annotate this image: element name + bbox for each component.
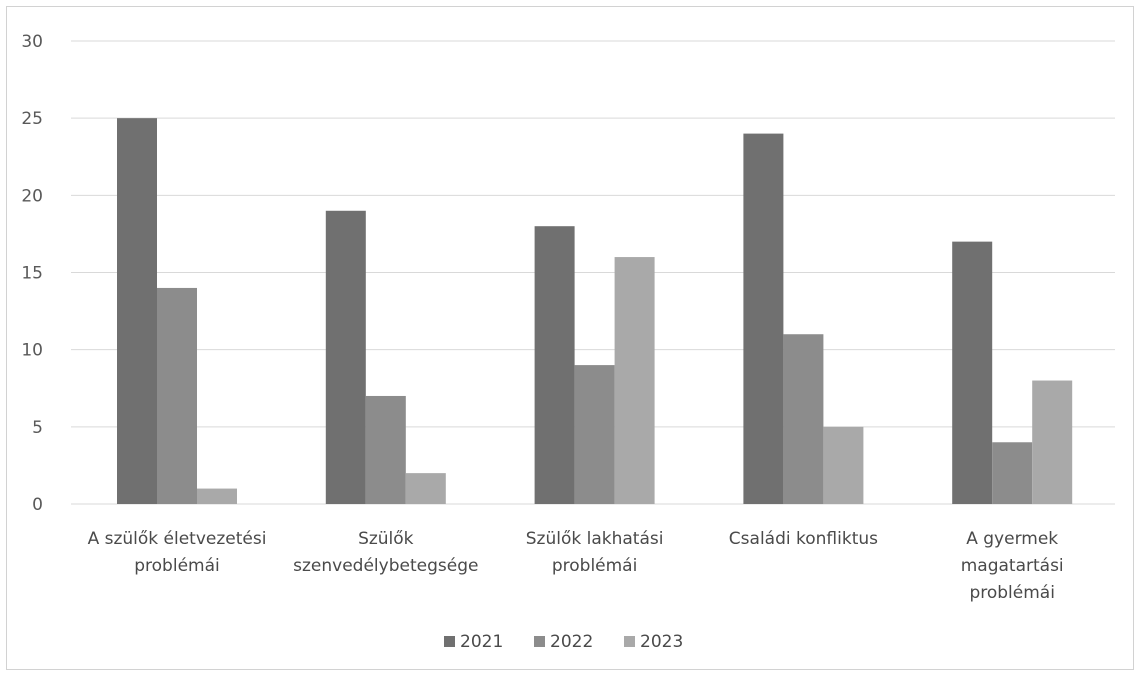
y-tick-label: 15 [21, 264, 43, 284]
bar-2023-1 [197, 488, 237, 504]
y-tick-label: 30 [21, 32, 43, 52]
legend-swatch-2021 [444, 636, 455, 647]
y-tick-label: 5 [32, 418, 43, 438]
x-category-label: szenvedélybetegsége [293, 556, 478, 576]
bar-2022-4 [783, 334, 824, 504]
bar-2023-5 [1032, 380, 1073, 504]
x-category-label: Családi konfliktus [729, 529, 878, 549]
x-category-label: problémái [552, 556, 637, 576]
bar-2022-1 [157, 287, 197, 504]
x-category-label: problémái [134, 556, 219, 576]
y-tick-label: 25 [21, 109, 43, 129]
bar-2021-5 [952, 241, 993, 504]
bar-2021-3 [534, 226, 575, 504]
y-tick-label: 10 [21, 341, 43, 361]
bar-2021-4 [743, 133, 784, 504]
bar-2021-1 [117, 118, 157, 505]
x-category-label: problémái [969, 583, 1054, 603]
legend-swatch-2022 [534, 636, 545, 647]
x-category-label: A gyermek [966, 529, 1058, 549]
bar-2022-2 [365, 395, 406, 504]
bar-2021-2 [325, 210, 366, 504]
chart-frame: 0 5 10 15 20 25 30 A szülők életvezetési problém… [6, 6, 1134, 670]
bar-chart: 0 5 10 15 20 25 30 A szülők életvezetési problém… [21, 32, 1115, 652]
bar-2022-3 [574, 365, 615, 504]
y-tick-label: 20 [21, 186, 43, 206]
bar-2022-5 [992, 442, 1033, 504]
legend-label-2022: 2022 [550, 632, 593, 652]
legend-swatch-2023 [624, 636, 635, 647]
legend-label-2023: 2023 [640, 632, 683, 652]
x-category-label: magatartási [961, 556, 1064, 576]
x-category-label: A szülők életvezetési [88, 529, 267, 549]
x-category-label: Szülők [358, 529, 414, 549]
legend-label-2021: 2021 [460, 632, 503, 652]
x-category-label: Szülők lakhatási [526, 529, 664, 549]
bar-2023-3 [614, 257, 655, 504]
bar-2023-2 [405, 473, 446, 504]
y-tick-label: 0 [32, 495, 43, 515]
bar-2023-4 [823, 426, 864, 504]
